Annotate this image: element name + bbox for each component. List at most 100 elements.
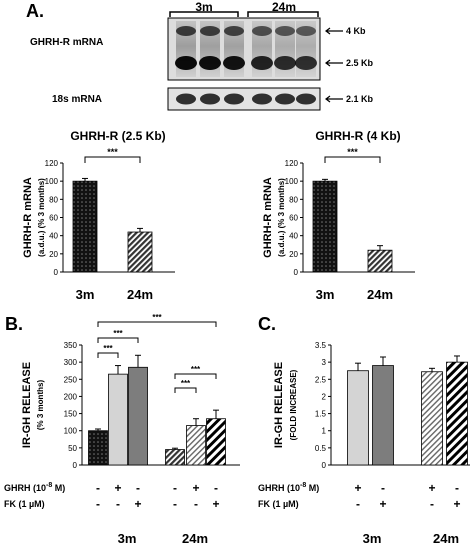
significance-label: *** xyxy=(107,147,118,157)
y-tick-label: 20 xyxy=(49,250,58,259)
y-tick-label: 0.5 xyxy=(315,444,327,453)
blot-ghrhr-lanes xyxy=(175,21,317,77)
y-axis-label: IR-GH RELEASE xyxy=(21,362,33,448)
y-tick-label: 250 xyxy=(64,375,78,384)
treatment-sign: - xyxy=(96,497,100,511)
chart-title: GHRH-R (4 Kb) xyxy=(315,129,400,143)
bar xyxy=(127,231,153,273)
y-axis-sublabel: (FOLD INCREASE) xyxy=(289,369,298,440)
blot-band-4kb xyxy=(296,26,316,36)
blot-group-3m: 3m xyxy=(169,0,239,17)
treatment-label-tail: M) xyxy=(52,483,65,493)
blot-band-4kb xyxy=(176,26,196,36)
treatment-sign: + xyxy=(114,481,121,495)
y-tick-label: 20 xyxy=(289,250,298,259)
treatment-label-sup: -8 xyxy=(46,482,52,489)
blot-band-18s xyxy=(296,93,316,105)
y-tick-label: 300 xyxy=(64,358,78,367)
x-category-label: 3m xyxy=(316,287,335,302)
blot-band-arrow-25kb xyxy=(325,59,343,67)
bar xyxy=(88,430,108,466)
treatment-sign: + xyxy=(379,497,386,511)
treatment-label-tail: M) xyxy=(306,483,319,493)
treatment-sign: + xyxy=(212,497,219,511)
y-axis-sublabel: (a.d.u.) (% 3 months) xyxy=(277,178,286,257)
blot-band-label-25kb: 2.5 Kb xyxy=(346,58,374,68)
y-tick-label: 0 xyxy=(294,268,299,277)
y-tick-label: 0 xyxy=(73,461,78,470)
bar xyxy=(72,180,98,273)
significance-bracket xyxy=(97,337,139,343)
y-tick-label: 80 xyxy=(49,195,58,204)
panel-letter-c: C. xyxy=(258,314,276,334)
blot-18s-lanes xyxy=(176,93,316,105)
blot-row-label-18s: 18s mRNA xyxy=(52,94,102,105)
treatment-label-sup: -8 xyxy=(300,482,306,489)
y-tick-label: 0 xyxy=(54,268,59,277)
y-tick-label: 0 xyxy=(322,461,327,470)
treatment-row-label: FK (1 µM) xyxy=(258,499,299,509)
chart-ir-gh-percent: 0 50 100 150 200 250 300 350 IR-GH RELEASE (% 3 m… xyxy=(4,313,240,546)
y-tick-label: 3.5 xyxy=(315,341,327,350)
bar xyxy=(128,366,148,466)
y-tick-label: 120 xyxy=(285,159,299,168)
blot-band-18s xyxy=(252,93,272,105)
group-label: 24m xyxy=(433,531,459,546)
blot-band-25kb xyxy=(199,56,221,70)
y-tick-label: 80 xyxy=(289,195,298,204)
blot-band-4kb xyxy=(252,26,272,36)
treatment-sign: - xyxy=(356,497,360,511)
blot-band-arrow-21kb xyxy=(325,95,343,103)
blot-band-4kb xyxy=(200,26,220,36)
blot-band-label-4kb: 4 Kb xyxy=(346,26,366,36)
significance-label: *** xyxy=(181,379,191,388)
panel-letter-a: A. xyxy=(26,1,44,21)
blot-band-25kb xyxy=(223,56,245,70)
bar xyxy=(206,418,226,466)
bar xyxy=(312,180,338,273)
y-axis-sublabel: (a.d.u.) (% 3 months) xyxy=(37,178,46,257)
blot-band-18s xyxy=(200,93,220,105)
significance-bracket xyxy=(174,373,217,379)
blot-band-25kb xyxy=(175,56,197,70)
y-tick-label: 3 xyxy=(322,358,327,367)
treatment-sign: - xyxy=(116,497,120,511)
significance-label: *** xyxy=(152,313,162,322)
treatment-label-text: FK (1 µM) xyxy=(258,499,299,509)
blot-group-24m: 24m xyxy=(247,0,319,17)
blot-group-label-24m: 24m xyxy=(272,0,296,14)
treatment-sign: - xyxy=(136,481,140,495)
y-tick-label: 1 xyxy=(322,427,327,436)
blot-band-25kb xyxy=(295,56,317,70)
treatment-sign: - xyxy=(381,481,385,495)
y-tick-label: 1.5 xyxy=(315,410,327,419)
y-axis-label: IR-GH RELEASE xyxy=(273,362,285,448)
y-tick-label: 150 xyxy=(64,410,78,419)
blot-band-4kb xyxy=(275,26,295,36)
bar xyxy=(165,449,185,466)
y-tick-label: 40 xyxy=(289,232,298,241)
significance-label: *** xyxy=(103,344,113,353)
blot-band-4kb xyxy=(224,26,244,36)
treatment-sign: - xyxy=(96,481,100,495)
treatment-sign: + xyxy=(428,481,435,495)
chart-ghrhr-25kb: GHRH-R (2.5 Kb) 0 20 40 60 80 100 120 GHRH-R mRN… xyxy=(22,129,175,302)
x-category-label: 3m xyxy=(76,287,95,302)
y-axis-sublabel: (% 3 months) xyxy=(36,380,45,431)
treatment-label-text: GHRH (10 xyxy=(258,483,300,493)
treatment-sign: + xyxy=(453,497,460,511)
panel-letter-b: B. xyxy=(5,314,23,334)
bar xyxy=(367,249,393,273)
significance-bracket xyxy=(97,321,217,327)
treatment-sign: - xyxy=(173,497,177,511)
treatment-sign: - xyxy=(214,481,218,495)
y-tick-label: 100 xyxy=(45,177,59,186)
blot-band-25kb xyxy=(274,56,296,70)
chart-ghrhr-4kb: GHRH-R (4 Kb) 0 20 40 60 80 100 120 GHRH-R mRNA(… xyxy=(262,129,415,302)
treatment-sign: + xyxy=(134,497,141,511)
treatment-sign: + xyxy=(192,481,199,495)
blot-band-18s xyxy=(275,93,295,105)
significance-label: *** xyxy=(347,147,358,157)
blot-band-25kb xyxy=(251,56,273,70)
